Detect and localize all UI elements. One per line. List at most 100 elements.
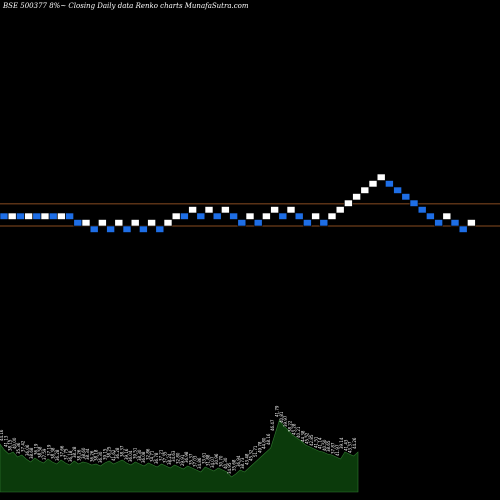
renko-brick-down <box>417 206 427 214</box>
volume-value-label: 38.73 <box>240 457 245 469</box>
volume-value-label: 41.43 <box>343 439 348 451</box>
renko-brick-down <box>294 212 304 220</box>
volume-value-label: 43.48 <box>244 453 249 465</box>
volume-value-label: 45.52 <box>305 432 310 444</box>
volume-value-label: 41.13 <box>3 435 8 447</box>
volume-value-label: 36.19 <box>33 443 38 455</box>
volume-value-label: 36.78 <box>154 452 159 464</box>
renko-brick-down <box>180 212 189 220</box>
volume-value-label: 41.51 <box>313 436 318 448</box>
volume-value-label: 40.50 <box>322 439 327 451</box>
volume-value-label: 31.88 <box>206 454 211 466</box>
volume-value-label: 34.95 <box>227 462 232 474</box>
volume-value-label: 38.30 <box>137 449 142 461</box>
renko-brick-down <box>73 219 83 227</box>
volume-value-label: 37.35 <box>163 451 168 463</box>
volume-value-label: 38.15 <box>8 439 13 451</box>
volume-value-label: 39.51 <box>132 447 137 459</box>
renko-brick-down <box>319 219 329 227</box>
renko-brick-up <box>360 186 370 194</box>
renko-brick-down <box>458 225 468 233</box>
volume-value-label: 30.70 <box>219 455 224 467</box>
volume-value-label: 38.28 <box>72 446 77 458</box>
volume-value-label: 35.37 <box>188 453 193 465</box>
volume-value-label: 30.96 <box>214 453 219 465</box>
volume-value-label: 41.14 <box>318 437 323 449</box>
volume-value-label: 36.94 <box>236 455 241 467</box>
volume-value-label: 37.66 <box>59 445 64 457</box>
volume-value-label: 48.16 <box>266 433 271 445</box>
renko-brick-down <box>122 225 132 233</box>
volume-value-label: 38.58 <box>38 446 43 458</box>
volume-value-label: 36.06 <box>25 444 30 456</box>
renko-brick-down <box>89 225 99 233</box>
renko-brick-up <box>57 212 66 220</box>
volume-value-label: 40.30 <box>223 457 228 469</box>
volume-value-label: 36.04 <box>128 450 133 462</box>
volume-value-label: 40.21 <box>296 426 301 438</box>
renko-brick-down <box>196 212 206 220</box>
renko-brick-up <box>335 206 345 214</box>
volume-value-label: 46.47 <box>270 419 275 431</box>
volume-value-label: 39.97 <box>283 415 288 427</box>
volume-area-path <box>0 419 359 493</box>
renko-brick-down <box>139 225 148 233</box>
volume-value-label: 32.80 <box>176 452 181 464</box>
volume-value-label: 39.14 <box>339 437 344 449</box>
renko-brick-down <box>303 219 312 227</box>
renko-brick-down <box>426 212 435 220</box>
volume-value-label: 39.16 <box>124 448 129 460</box>
volume-value-label: 34.07 <box>210 456 215 468</box>
renko-brick-down <box>385 180 394 188</box>
renko-brick-down <box>106 225 115 233</box>
renko-brick-up <box>40 212 50 220</box>
volume-value-label: 37.87 <box>330 442 335 454</box>
volume-value-label: 38.68 <box>29 447 34 459</box>
renko-brick-up <box>7 212 17 220</box>
renko-brick-up <box>467 219 476 227</box>
volume-value-label: 36.28 <box>115 447 120 459</box>
renko-brick-up <box>327 212 337 220</box>
volume-value-label: 35.68 <box>231 459 236 471</box>
renko-brick-up <box>270 206 279 214</box>
renko-brick-up <box>188 206 197 214</box>
volume-value-label: 44.26 <box>352 437 357 449</box>
volume-value-label: 38.24 <box>167 453 172 465</box>
volume-value-label: 36.30 <box>98 451 103 463</box>
renko-brick-up <box>352 193 361 201</box>
volume-area <box>0 419 359 493</box>
renko-brick-down <box>434 219 443 227</box>
volume-value-label: 34.86 <box>197 457 202 469</box>
volume-value-label: 38.60 <box>81 447 86 459</box>
volume-value-label: 37.59 <box>42 448 47 460</box>
renko-bricks <box>0 173 476 233</box>
volume-value-label: 44.80 <box>262 437 267 449</box>
volume-value-label: 29.91 <box>180 454 185 466</box>
renko-brick-up <box>311 212 320 220</box>
renko-brick-up <box>344 199 353 207</box>
renko-brick-down <box>16 212 25 220</box>
renko-brick-up <box>171 212 181 220</box>
volume-value-label: 36.28 <box>55 449 60 461</box>
volume-value-label: 41.79 <box>275 405 280 417</box>
volume-value-label: 44.38 <box>300 430 305 442</box>
renko-brick-up <box>245 212 255 220</box>
renko-brick-up <box>442 212 452 220</box>
renko-brick-up <box>204 206 214 214</box>
renko-brick-up <box>262 212 271 220</box>
renko-brick-down <box>212 212 222 220</box>
volume-value-label: 41.97 <box>335 444 340 456</box>
volume-value-label: 43.37 <box>348 441 353 453</box>
renko-brick-down <box>237 219 247 227</box>
renko-brick-down <box>409 199 419 207</box>
volume-value-label: 38.38 <box>51 447 56 459</box>
volume-value-label: 40.81 <box>279 411 284 423</box>
volume-value-label: 34.71 <box>150 450 155 462</box>
volume-value-label: 44.16 <box>0 429 4 441</box>
renko-brick-up <box>286 206 296 214</box>
volume-value-label: 37.42 <box>21 440 26 452</box>
renko-brick-down <box>65 212 74 220</box>
volume-value-label: 40.00 <box>12 437 17 449</box>
renko-brick-up <box>24 212 33 220</box>
